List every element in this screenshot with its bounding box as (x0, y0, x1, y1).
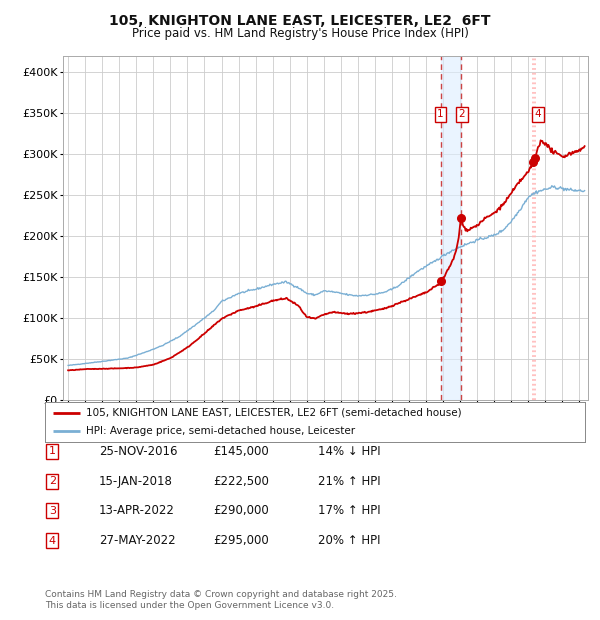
Text: 20% ↑ HPI: 20% ↑ HPI (318, 534, 380, 547)
Text: 27-MAY-2022: 27-MAY-2022 (99, 534, 176, 547)
Text: 4: 4 (535, 109, 541, 119)
Text: 105, KNIGHTON LANE EAST, LEICESTER, LE2 6FT (semi-detached house): 105, KNIGHTON LANE EAST, LEICESTER, LE2 … (86, 407, 461, 418)
Text: 13-APR-2022: 13-APR-2022 (99, 505, 175, 517)
Text: Contains HM Land Registry data © Crown copyright and database right 2025.
This d: Contains HM Land Registry data © Crown c… (45, 590, 397, 609)
Text: 25-NOV-2016: 25-NOV-2016 (99, 445, 178, 458)
Text: 3: 3 (49, 506, 56, 516)
Text: 1: 1 (49, 446, 56, 456)
Text: Price paid vs. HM Land Registry's House Price Index (HPI): Price paid vs. HM Land Registry's House … (131, 27, 469, 40)
Bar (442, 56, 461, 400)
Text: 17% ↑ HPI: 17% ↑ HPI (318, 505, 380, 517)
Text: 105, KNIGHTON LANE EAST, LEICESTER, LE2  6FT: 105, KNIGHTON LANE EAST, LEICESTER, LE2 … (109, 14, 491, 28)
Text: £222,500: £222,500 (213, 475, 269, 487)
Text: 14% ↓ HPI: 14% ↓ HPI (318, 445, 380, 458)
Text: 15-JAN-2018: 15-JAN-2018 (99, 475, 173, 487)
Text: £295,000: £295,000 (213, 534, 269, 547)
Text: 2: 2 (458, 109, 465, 119)
Text: 1: 1 (437, 109, 444, 119)
Text: 2: 2 (49, 476, 56, 486)
Text: 4: 4 (49, 536, 56, 546)
Text: 21% ↑ HPI: 21% ↑ HPI (318, 475, 380, 487)
Text: £290,000: £290,000 (213, 505, 269, 517)
Text: £145,000: £145,000 (213, 445, 269, 458)
Text: HPI: Average price, semi-detached house, Leicester: HPI: Average price, semi-detached house,… (86, 426, 355, 436)
